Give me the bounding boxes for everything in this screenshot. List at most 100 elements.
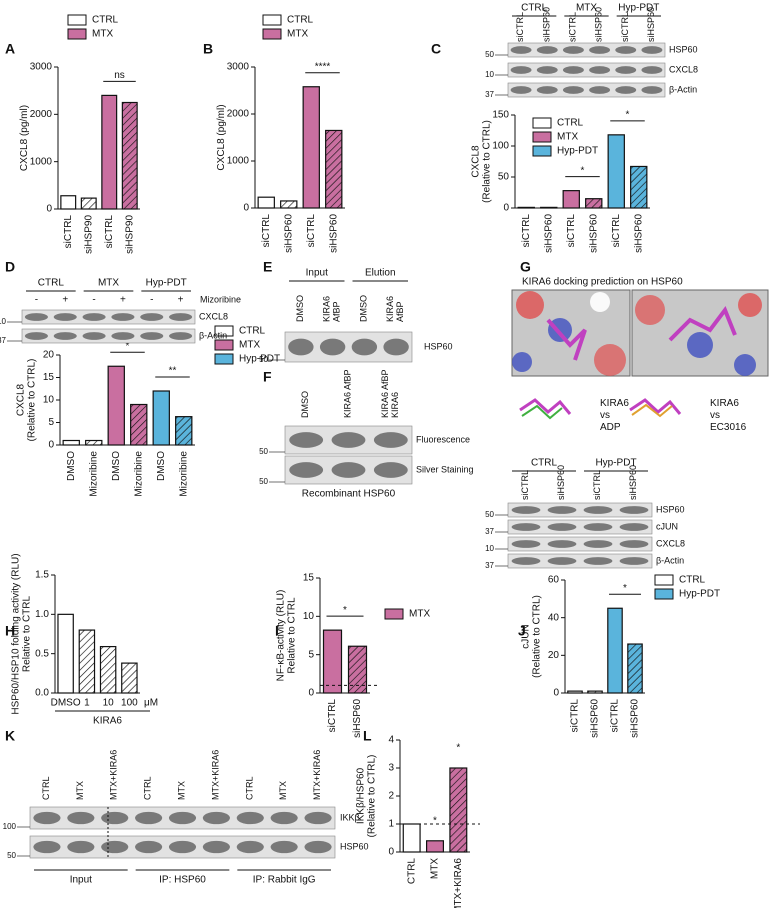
y-tick-label: 1.0 (35, 609, 49, 620)
y-tick-label: 0 (48, 440, 54, 451)
y-axis-label-line: CXCL8 (pg/ml) (19, 105, 30, 171)
legend-label: CTRL (679, 575, 706, 586)
docking-comparison-line: KIRA6 (600, 398, 629, 409)
legend-label: MTX (287, 29, 308, 40)
legend-label: Hyp-PDT (557, 146, 598, 157)
lane-label-line: AfBP (396, 301, 406, 322)
band-label: CXCL8 (669, 64, 698, 74)
bar (585, 198, 603, 209)
bar (607, 134, 625, 209)
legend-label: Hyp-PDT (239, 354, 280, 365)
lane-label-line: siCTRL (620, 12, 630, 42)
lane-label: DMSO (359, 295, 369, 322)
y-axis-label-line: (Relative to CTRL) (531, 595, 542, 678)
blot-band (547, 506, 577, 514)
y-tick-label: 20 (43, 350, 55, 361)
group-label: CTRL (521, 3, 548, 14)
legend-swatch (262, 28, 282, 40)
x-tick-label: siHSP60 (630, 699, 641, 738)
bar (607, 607, 623, 694)
y-tick-label: 10 (303, 611, 315, 622)
bar (85, 439, 103, 446)
legend-swatch (214, 353, 234, 365)
blot-band (615, 46, 637, 54)
y-axis-label: NF-κB-activity (RLU)Relative to CTRL (275, 590, 297, 682)
lane-label-line: CTRL (245, 776, 255, 800)
blot-band (589, 46, 611, 54)
panel-letter: A (5, 41, 15, 57)
y-tick-label: 60 (548, 575, 560, 586)
blot-band (510, 66, 532, 74)
panel-letter: J (518, 623, 526, 639)
lane-label-line: DMSO (359, 295, 369, 322)
lane-label: siHSP60 (594, 7, 604, 42)
bar (517, 206, 535, 209)
blot-band (511, 523, 541, 531)
x-tick-label: siCTRL (610, 699, 621, 733)
lane-label-line: siHSP60 (646, 7, 656, 42)
y-axis-label-line: CXCL8 (15, 383, 26, 416)
marker-label: 37 (0, 336, 7, 345)
band-label: Silver Staining (416, 464, 474, 474)
lane-label: KIRA6AfBP (386, 296, 406, 322)
significance-label: * (623, 583, 627, 594)
y-axis-label-line: CXCL8 (pg/ml) (216, 104, 227, 170)
y-tick-label: 0 (553, 688, 559, 699)
lane-label-line: AfBP (332, 301, 342, 322)
lane-label: siHSP60 (628, 465, 638, 500)
blot-band (536, 46, 558, 54)
band-label: Fluorescence (416, 434, 470, 444)
y-tick-label: 0 (46, 204, 52, 215)
band-label: HSP60 (656, 504, 685, 514)
bar (630, 165, 648, 209)
band-label: β-Actin (656, 555, 684, 565)
lane-label: KIRA6 AfBP (343, 369, 353, 418)
significance-label: * (433, 815, 437, 826)
treatment-label: Mizoribine (200, 294, 241, 304)
lane-label-line: MTX (279, 781, 289, 800)
blot-band (641, 86, 663, 94)
bar (567, 690, 583, 694)
legend-label: Hyp-PDT (679, 589, 720, 600)
lane-label-line: MTX+KIRA6 (211, 750, 221, 800)
significance-label: * (626, 109, 630, 120)
blot-band (547, 557, 577, 565)
lane-label: siCTRL (568, 12, 578, 42)
x-tick-label: siHSP60 (352, 699, 363, 738)
docking-comparison: KIRA6 vs EC3016 (710, 398, 747, 433)
legend-swatch (67, 14, 87, 26)
lane-label: siHSP60 (542, 7, 552, 42)
blot-band (619, 506, 649, 514)
lane-label-line: KIRA6 AfBP (343, 369, 353, 418)
blot-band (536, 66, 558, 74)
marker-label: 50 (259, 447, 268, 456)
panel-letter: G (520, 259, 531, 275)
y-tick-label: 40 (548, 612, 560, 623)
blot-band (67, 840, 95, 854)
band-label: β-Actin (199, 330, 227, 340)
bar (121, 662, 138, 694)
bar (62, 439, 80, 446)
bar (347, 645, 368, 694)
lane-label: siHSP60 (646, 7, 656, 42)
bar (540, 206, 558, 209)
blot-band (510, 46, 532, 54)
blot-band (33, 811, 61, 825)
bar (257, 196, 275, 209)
bar (426, 840, 445, 853)
lane-label-line: KIRA6 AfBP (380, 369, 390, 418)
legend-label: MTX (409, 609, 430, 620)
x-tick-label: siHSP90 (124, 215, 135, 254)
blot-band (615, 86, 637, 94)
y-axis-label: CXCL8 (pg/ml) (19, 105, 30, 171)
x-tick-label: siCTRL (521, 214, 532, 248)
lane-label-line: KIRA6 (322, 296, 332, 322)
marker-label: 50 (259, 355, 268, 364)
lane-label-line: MTX+KIRA6 (312, 750, 322, 800)
lane-label: DMSO (295, 295, 305, 322)
y-tick-label: 1000 (30, 156, 53, 167)
lane-label-line: MTX (75, 781, 85, 800)
blot-strip (507, 42, 666, 58)
band-label: IKKβ (340, 812, 360, 822)
